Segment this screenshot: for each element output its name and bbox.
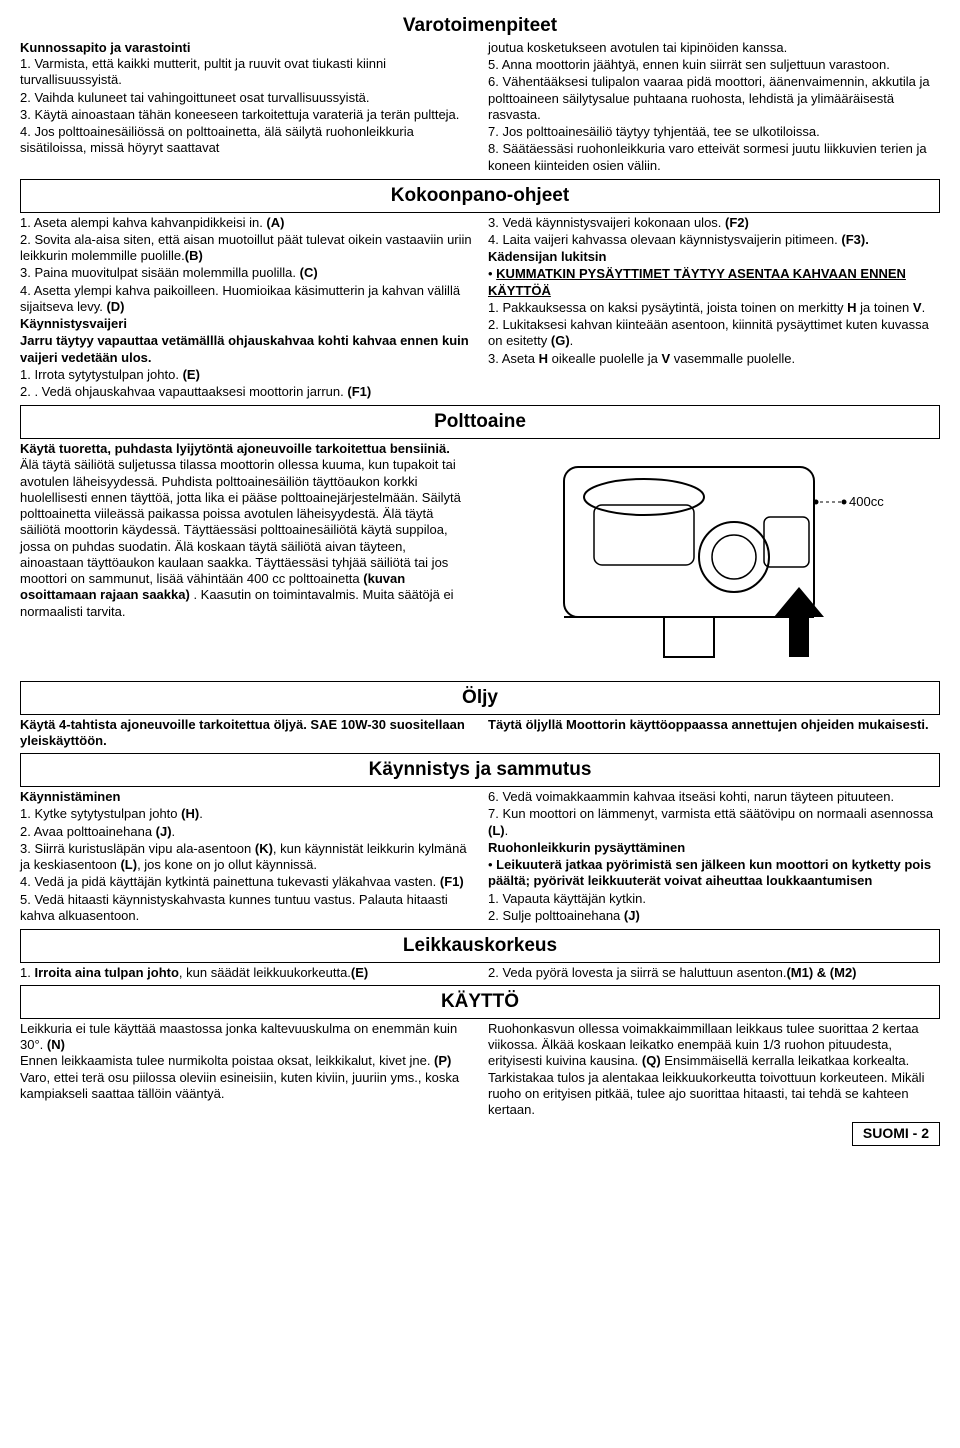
ko-rsub1: Kädensijan lukitsin <box>488 249 940 265</box>
ko-l2: 2. Sovita ala-aisa siten, että aisan muo… <box>20 232 472 263</box>
ky-l1b: (N) <box>47 1037 65 1052</box>
ko-l4: 4. Asetta ylempi kahva paikoilleen. Huom… <box>20 283 460 314</box>
ka-r3: 1. Vapauta käyttäjän kytkin. <box>488 891 940 907</box>
varo-r2: 6. Vähentääksesi tulipalon vaaraa pidä m… <box>488 74 940 123</box>
ka-l1b: (H) <box>181 806 199 821</box>
ky-r1b: (Q) <box>642 1053 661 1068</box>
section-title-kaytto: KÄYTTÖ <box>20 985 940 1019</box>
ko-r3end: . <box>922 300 926 315</box>
ky-l2b: (P) <box>434 1053 451 1068</box>
ko-r2b: (F3). <box>841 232 868 247</box>
section-title-kokoonpano: Kokoonpano-ohjeet <box>20 179 940 213</box>
oljy-right: Täytä öljyllä Moottorin käyttöoppaassa a… <box>488 717 940 750</box>
kaytto-content: Leikkuria ei tule käyttää maastossa jonk… <box>20 1021 940 1119</box>
varo-l3: 3. Käytä ainoastaan tähän koneeseen tark… <box>20 107 472 123</box>
ka-l2e: . <box>172 824 176 839</box>
ko-r5h: H <box>539 351 548 366</box>
section-title-kaynnistys: Käynnistys ja sammutus <box>20 753 940 787</box>
ko-r2: 4. Laita vaijeri kahvassa olevaan käynni… <box>488 232 841 247</box>
ka-l1e: . <box>199 806 203 821</box>
label-400cc: 400cc <box>849 494 884 509</box>
section-title-leikkaus: Leikkauskorkeus <box>20 929 940 963</box>
varo-r4: 8. Säätäessäsi ruohonleikkuria varo ette… <box>488 141 940 174</box>
ka-l3b: (K) <box>255 841 273 856</box>
ka-r2e: . <box>505 823 509 838</box>
le-r1: 2. Veda pyörä lovesta ja siirrä se halut… <box>488 965 786 980</box>
ko-l5b: (E) <box>183 367 200 382</box>
ko-r3mid: ja toinen <box>857 300 913 315</box>
section-title-polttoaine: Polttoaine <box>20 405 940 439</box>
ko-r1b: (F2) <box>725 215 749 230</box>
ko-r5a: 3. Aseta <box>488 351 539 366</box>
ko-l6: 2. . Vedä ohjauskahvaa vapauttaaksesi mo… <box>20 384 347 399</box>
varotoimenpiteet-content: Kunnossapito ja varastointi 1. Varmista,… <box>20 40 940 175</box>
ko-rbullet: KUMMATKIN PYSÄYTTIMET TÄYTYY ASENTAA KAH… <box>488 266 906 297</box>
ka-l1: 1. Kytke sytytystulpan johto <box>20 806 181 821</box>
ky-l1: Leikkuria ei tule käyttää maastossa jonk… <box>20 1021 457 1052</box>
ko-r4b: (G) <box>551 333 570 348</box>
engine-diagram: 400cc <box>488 447 940 677</box>
page-footer: SUOMI - 2 <box>852 1122 940 1146</box>
ko-r4end: . <box>570 333 574 348</box>
ka-l2b: (J) <box>156 824 172 839</box>
ko-r3a: 1. Pakkauksessa on kaksi pysäytintä, joi… <box>488 300 847 315</box>
polttoaine-content: Käytä tuoretta, puhdasta lyijytöntä ajon… <box>20 441 940 677</box>
ko-l2b: (B) <box>185 248 203 263</box>
ko-r1: 3. Vedä käynnistysvaijeri kokonaan ulos. <box>488 215 725 230</box>
ko-l5: 1. Irrota sytytystulpan johto. <box>20 367 183 382</box>
ko-l1b: (A) <box>266 215 284 230</box>
varo-r0: joutua kosketukseen avotulen tai kipinöi… <box>488 40 940 56</box>
ko-r5mid: oikealle puolelle ja <box>548 351 661 366</box>
section-title-varotoimenpiteet: Varotoimenpiteet <box>20 14 940 38</box>
ka-rhead: Ruohonleikkurin pysäyttäminen <box>488 840 940 856</box>
varo-r1: 5. Anna moottorin jäähtyä, ennen kuin si… <box>488 57 940 73</box>
ko-sub1: Käynnistysvaijeri <box>20 316 472 332</box>
ko-l1: 1. Aseta alempi kahva kahvanpidikkeisi i… <box>20 215 266 230</box>
le-l1c: (E) <box>351 965 368 980</box>
ko-sub2: Jarru täytyy vapauttaa vetämälllä ohjaus… <box>20 333 472 366</box>
ko-l4b: (D) <box>106 299 124 314</box>
ka-r1: 6. Vedä voimakkaammin kahvaa itseäsi koh… <box>488 789 940 805</box>
oljy-content: Käytä 4-tahtista ajoneuvoille tarkoitett… <box>20 717 940 750</box>
ka-l4: 4. Vedä ja pidä käyttäjän kytkintä paine… <box>20 874 440 889</box>
varo-l1: 1. Varmista, että kaikki mutterit, pulti… <box>20 56 472 89</box>
ko-l6b: (F1) <box>347 384 371 399</box>
le-l1a: 1. <box>20 965 34 980</box>
ko-r3h: H <box>847 300 856 315</box>
ka-r2: 7. Kun moottori on lämmenyt, varmista et… <box>488 806 933 821</box>
po-head: Käytä tuoretta, puhdasta lyijytöntä ajon… <box>20 441 472 457</box>
ko-r5end: vasemmalle puolelle. <box>670 351 795 366</box>
section-title-oljy: Öljy <box>20 681 940 715</box>
ka-l2: 2. Avaa polttoainehana <box>20 824 156 839</box>
ko-l3b: (C) <box>300 265 318 280</box>
ka-r4b: (J) <box>624 908 640 923</box>
ka-r2b: (L) <box>488 823 505 838</box>
ka-l3e: , jos kone on jo ollut käynnissä. <box>137 857 317 872</box>
subhead-kunnossapito: Kunnossapito ja varastointi <box>20 40 472 56</box>
varo-l2: 2. Vaihda kuluneet tai vahingoittuneet o… <box>20 90 472 106</box>
ka-l3b2: (L) <box>120 857 137 872</box>
ko-r5v: V <box>661 351 670 366</box>
le-r1b: (M1) & (M2) <box>786 965 856 980</box>
ka-r4: 2. Sulje polttoainehana <box>488 908 624 923</box>
ka-lhead: Käynnistäminen <box>20 789 472 805</box>
kokoonpano-content: 1. Aseta alempi kahva kahvanpidikkeisi i… <box>20 215 940 402</box>
le-l1b: , kun säädät leikkuukorkeutta. <box>179 965 351 980</box>
oljy-left: Käytä 4-tahtista ajoneuvoille tarkoitett… <box>20 717 472 750</box>
leikkaus-content: 1. Irroita aina tulpan johto, kun säädät… <box>20 965 940 981</box>
ka-l4b: (F1) <box>440 874 464 889</box>
le-l1bold: Irroita aina tulpan johto <box>34 965 178 980</box>
varo-r3: 7. Jos polttoainesäiliö täytyy tyhjentää… <box>488 124 940 140</box>
ka-rbullet: Leikuuterä jatkaa pyörimistä sen jälkeen… <box>488 857 931 888</box>
ka-l5: 5. Vedä hitaasti käynnistyskahvasta kunn… <box>20 892 472 925</box>
ka-l3: 3. Siirrä kuristusläpän vipu ala-asentoo… <box>20 841 255 856</box>
po-body1: Älä täytä säiliötä suljetussa tilassa mo… <box>20 457 461 586</box>
kaynnistys-content: Käynnistäminen 1. Kytke sytytystulpan jo… <box>20 789 940 925</box>
varo-l4: 4. Jos polttoainesäiliössä on polttoaine… <box>20 124 472 157</box>
ko-l3: 3. Paina muovitulpat sisään molemmilla p… <box>20 265 300 280</box>
ky-l2: Ennen leikkaamista tulee nurmikolta pois… <box>20 1053 434 1068</box>
ko-r3v: V <box>913 300 922 315</box>
ky-l3: Varo, ettei terä osu piilossa oleviin es… <box>20 1070 472 1103</box>
